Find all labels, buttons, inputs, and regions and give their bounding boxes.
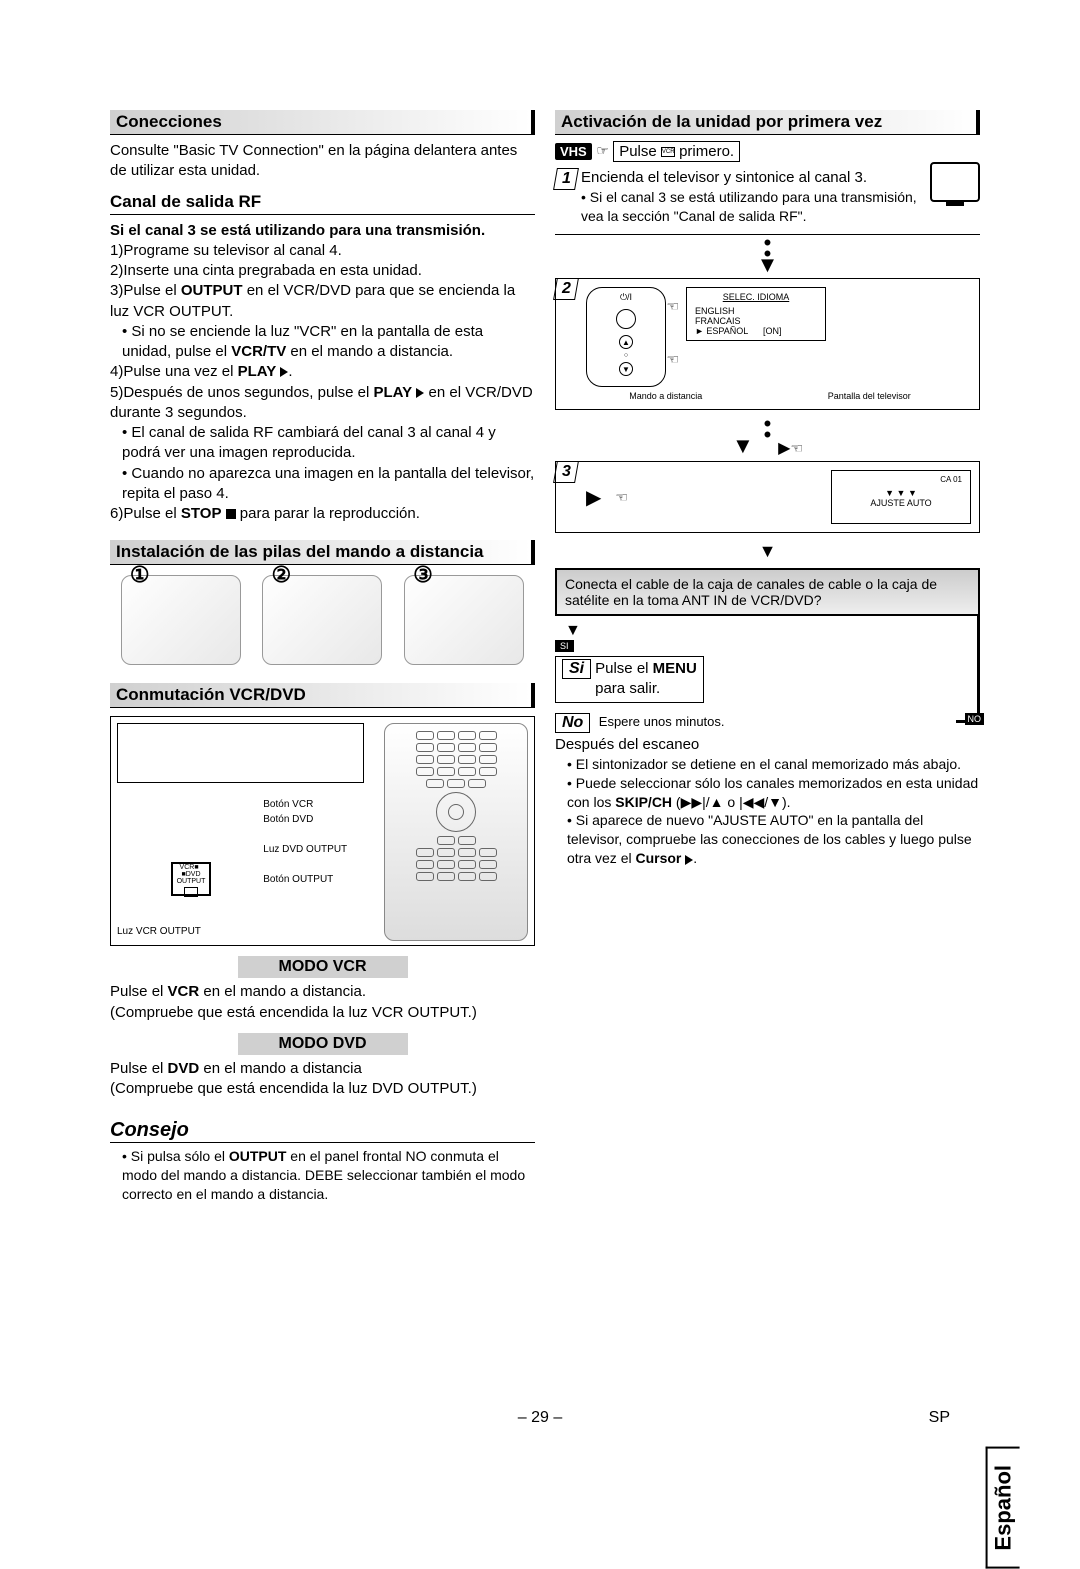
battery-step-2: ② <box>262 575 382 665</box>
arrow-down-icon: ▼ <box>565 622 950 640</box>
label-pantalla: Pantalla del televisor <box>768 391 972 401</box>
no-arrow: NO <box>954 656 980 703</box>
diagram-labels-right: Botón VCR Botón DVD Luz DVD OUTPUT Botón… <box>263 797 347 887</box>
header-conecciones: Conecciones <box>110 110 535 135</box>
right-column: Activación de la unidad por primera vez … <box>555 110 980 1204</box>
tv-screen-ajuste: CA 01 ▼ ▼ ▼ AJUSTE AUTO <box>831 470 971 524</box>
si-box: Si Pulse el MENU para salir. <box>555 656 704 703</box>
left-column: Conecciones Consulte "Basic TV Connectio… <box>110 110 535 1204</box>
vcr-dvd-unit <box>117 723 364 783</box>
modo-vcr-body: Pulse el VCR en el mando a distancia. (C… <box>110 982 535 1023</box>
canal-rf-step5: 5)Después de unos segundos, pulse el PLA… <box>110 383 535 424</box>
pulse-primero-box: Pulse VCR primero. <box>613 141 740 162</box>
canal-rf-intro: Si el canal 3 se está utilizando para un… <box>110 221 535 241</box>
battery-step-3: ③ <box>404 575 524 665</box>
canal-rf-step4: 4)Pulse una vez el PLAY . <box>110 362 535 382</box>
header-modo-vcr: MODO VCR <box>238 956 408 978</box>
language-tab: Español <box>986 1447 1020 1569</box>
arrow-down-icon: ••▼ ▶☜ <box>555 418 980 453</box>
hand-icon: ☞ <box>596 143 609 159</box>
no-arrow-label: NO <box>965 713 985 725</box>
canal-rf-step3: 3)Pulse el OUTPUT en el VCR/DVD para que… <box>110 281 535 322</box>
tv-screen-idioma: SELEC. IDIOMA ENGLISH FRANCAIS ► ESPAÑOL… <box>686 287 826 341</box>
no-label: No <box>555 713 590 733</box>
si-label: Si <box>562 659 591 679</box>
play-icon <box>280 367 288 377</box>
step-number-3: 3 <box>553 461 579 483</box>
step-2: 2 ⏻/I ▲ ○ ▼ ☜ ☜ SELEC. IDIOMA ENGLISH <box>555 278 980 410</box>
text-conecciones: Consulte "Basic TV Connection" en la pág… <box>110 141 535 182</box>
vhs-badge: VHS <box>555 143 592 160</box>
stop-icon <box>226 509 236 519</box>
canal-rf-body: Si el canal 3 se está utilizando para un… <box>110 221 535 525</box>
header-consejo: Consejo <box>110 1119 535 1143</box>
step-number-1: 1 <box>553 168 579 190</box>
diagram-label-bottom: Luz VCR OUTPUT <box>117 926 201 937</box>
page-number: – 29 – <box>518 1409 562 1426</box>
battery-step-1: ① <box>121 575 241 665</box>
canal-rf-step1: 1)Programe su televisor al canal 4. <box>110 241 535 261</box>
page-footer: – 29 – SP <box>0 1409 1080 1427</box>
canal-rf-bullet1: • Si no se enciende la luz "VCR" en la p… <box>110 322 535 363</box>
consejo-body: • Si pulsa sólo el OUTPUT en el panel fr… <box>110 1147 535 1204</box>
canal-rf-bullet2: • El canal de salida RF cambiará del can… <box>110 423 535 464</box>
output-box: VCR■ ■DVD OUTPUT <box>171 862 211 896</box>
header-activacion: Activación de la unidad por primera vez <box>555 110 980 135</box>
header-canal-rf: Canal de salida RF <box>110 192 535 215</box>
vhs-row: VHS ☞ Pulse VCR primero. <box>555 141 980 162</box>
decision-box: Conecta el cable de la caja de canales d… <box>555 568 980 616</box>
sp-label: SP <box>929 1409 950 1427</box>
si-tab: SI <box>555 640 574 652</box>
tv-icon <box>930 162 980 202</box>
battery-diagram: ① ② ③ <box>110 575 535 665</box>
modo-dvd-body: Pulse el DVD en el mando a distancia (Co… <box>110 1059 535 1100</box>
device-diagram: VCR■ ■DVD OUTPUT Botón VCR Botón DVD Luz… <box>110 716 535 946</box>
header-modo-dvd: MODO DVD <box>238 1033 408 1055</box>
vcr-unit-icon: VCR <box>661 147 675 157</box>
step-3: 3 ▶ ☜ CA 01 ▼ ▼ ▼ AJUSTE AUTO <box>555 461 980 533</box>
step-1: 1 Encienda el televisor y sintonice al c… <box>555 168 980 235</box>
arrow-down-icon: ••▼ <box>555 237 980 270</box>
canal-rf-step2: 2)Inserte una cinta pregrabada en esta u… <box>110 261 535 281</box>
header-conmutacion: Conmutación VCR/DVD <box>110 683 535 708</box>
arrow-down-icon: ▼ <box>555 541 980 562</box>
no-section: No Espere unos minutos. Después del esca… <box>555 713 980 869</box>
remote-mini-2: ⏻/I ▲ ○ ▼ ☜ ☜ <box>586 287 666 387</box>
canal-rf-step6: 6)Pulse el STOP para parar la reproducci… <box>110 504 535 524</box>
step-number-2: 2 <box>553 278 579 300</box>
flow-branch: Si Pulse el MENU para salir. NO <box>555 656 980 703</box>
play-icon <box>685 855 693 865</box>
header-pilas: Instalación de las pilas del mando a dis… <box>110 540 535 565</box>
remote-diagram <box>384 723 528 941</box>
label-mando: Mando a distancia <box>564 391 768 401</box>
canal-rf-bullet3: • Cuando no aparezca una imagen en la pa… <box>110 464 535 505</box>
